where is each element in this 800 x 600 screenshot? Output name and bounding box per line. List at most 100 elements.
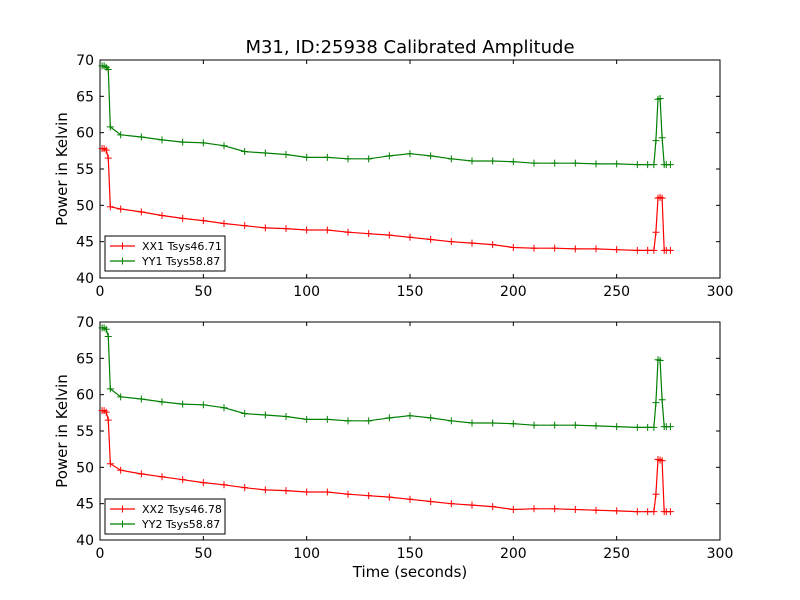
series-1	[98, 145, 674, 254]
data-point	[282, 487, 290, 495]
data-point	[406, 495, 414, 503]
series-1	[98, 407, 674, 516]
y-tick-label: 50	[76, 198, 94, 214]
data-point	[509, 420, 517, 428]
data-point	[650, 423, 658, 431]
data-point	[282, 225, 290, 233]
data-point	[261, 411, 269, 419]
data-point	[613, 246, 621, 254]
legend-label: YY1 Tsys58.87	[141, 255, 220, 268]
legend-marker	[119, 520, 126, 528]
data-point	[106, 460, 114, 468]
y-tick-label: 55	[76, 162, 94, 178]
legend-box	[104, 235, 226, 272]
series-line	[102, 327, 671, 428]
data-point	[489, 419, 497, 427]
data-point	[323, 226, 331, 234]
data-point	[199, 479, 207, 487]
data-point	[117, 205, 125, 213]
chart-panel-2: 0 50 100 150 200 250 300 40 45 50 55 60 65 70 Power in…	[53, 315, 733, 581]
data-point	[656, 357, 664, 365]
data-point	[427, 414, 435, 422]
y-tick-label: 55	[76, 424, 94, 440]
data-point	[344, 417, 352, 425]
data-point	[652, 228, 660, 236]
data-point	[282, 150, 290, 158]
x-tick-label: 250	[603, 546, 630, 562]
data-point	[241, 410, 249, 418]
data-point	[241, 148, 249, 156]
data-point	[261, 486, 269, 494]
data-point	[261, 149, 269, 157]
data-point	[652, 399, 660, 407]
data-point	[447, 500, 455, 508]
data-point	[106, 123, 114, 131]
x-tick-label: 100	[293, 284, 320, 300]
data-point	[530, 159, 538, 167]
y-tick-label: 40	[76, 271, 94, 287]
data-point	[303, 488, 311, 496]
series-2	[98, 324, 674, 431]
legend: XX1 Tsys46.71 YY1 Tsys58.87	[104, 235, 226, 272]
data-point	[102, 408, 110, 416]
data-point	[666, 246, 674, 254]
data-point	[530, 244, 538, 252]
data-point	[447, 417, 455, 425]
data-point	[137, 395, 145, 403]
data-point	[530, 421, 538, 429]
y-tick-label: 45	[76, 497, 94, 513]
data-point	[613, 160, 621, 168]
data-point	[427, 235, 435, 243]
legend-marker	[119, 242, 126, 250]
data-point	[104, 154, 112, 162]
y-tick-label: 50	[76, 460, 94, 476]
data-point	[509, 505, 517, 513]
data-point	[179, 476, 187, 484]
legend: XX2 Tsys46.78 YY2 Tsys58.87	[104, 498, 226, 535]
data-point	[644, 246, 652, 254]
data-point	[650, 508, 658, 516]
data-point	[633, 423, 641, 431]
series-line	[102, 65, 671, 166]
data-point	[489, 241, 497, 249]
data-point	[385, 152, 393, 160]
x-tick-label: 150	[397, 284, 424, 300]
data-point	[613, 507, 621, 515]
chart-panels: 0 50 100 150 200 250 300 40 45 50 55 60 65 70 Power in…	[53, 53, 733, 581]
series-line	[102, 148, 671, 251]
y-tick-label: 70	[76, 315, 94, 331]
data-point	[658, 134, 666, 142]
data-point	[530, 505, 538, 513]
data-point	[447, 155, 455, 163]
data-point	[551, 244, 559, 252]
x-tick-label: 50	[194, 546, 212, 562]
data-point	[158, 473, 166, 481]
data-point	[385, 493, 393, 501]
data-point	[365, 417, 373, 425]
data-point	[241, 222, 249, 230]
data-point	[102, 146, 110, 154]
data-point	[220, 142, 228, 150]
data-point	[650, 246, 658, 254]
legend-label: XX2 Tsys46.78	[142, 503, 222, 516]
data-point	[551, 159, 559, 167]
data-point	[571, 421, 579, 429]
x-tick-label: 0	[96, 284, 105, 300]
y-tick-label: 60	[76, 388, 94, 404]
data-point	[551, 421, 559, 429]
data-point	[592, 160, 600, 168]
data-point	[104, 65, 112, 73]
data-point	[365, 155, 373, 163]
data-point	[344, 155, 352, 163]
data-point	[406, 150, 414, 158]
y-tick-label: 65	[76, 351, 94, 367]
data-point	[220, 404, 228, 412]
data-point	[656, 95, 664, 103]
legend-marker	[119, 505, 126, 513]
data-point	[137, 470, 145, 478]
data-point	[644, 423, 652, 431]
data-point	[323, 153, 331, 161]
data-point	[468, 501, 476, 509]
series-2	[98, 62, 674, 169]
